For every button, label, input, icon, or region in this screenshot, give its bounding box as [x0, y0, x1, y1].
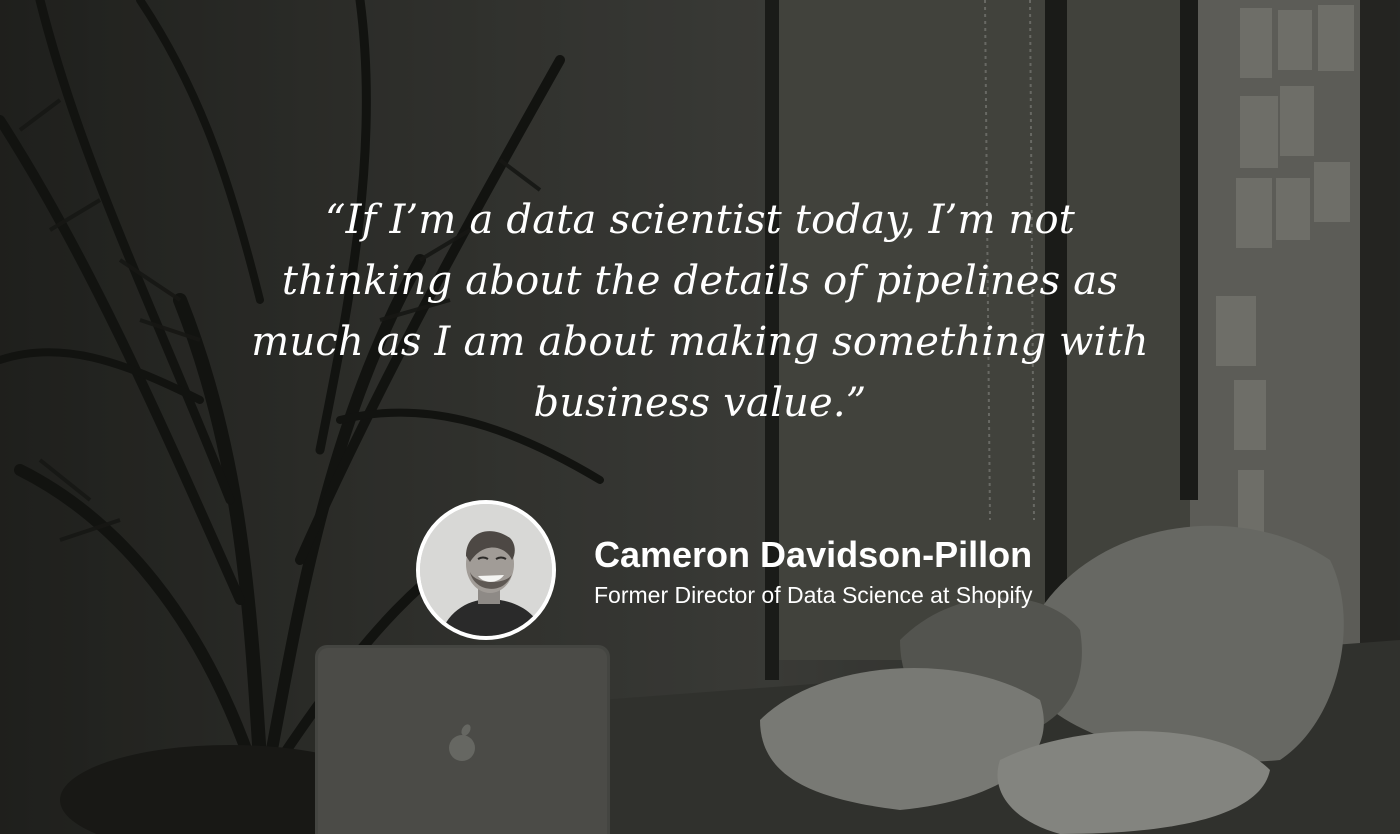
window-frame — [1180, 0, 1198, 500]
apple-logo-icon — [449, 724, 475, 761]
pillow — [760, 667, 1044, 810]
quote-text: “If I’m a data scientist today, I’m not … — [251, 197, 1149, 426]
author-role: Former Director of Data Science at Shopi… — [594, 582, 1033, 608]
blind-cord — [1029, 0, 1035, 521]
palm-fronds — [18, 98, 542, 592]
window-frame — [765, 0, 779, 680]
avatar — [416, 500, 556, 640]
author-name: Cameron Davidson-Pillon — [594, 534, 1033, 575]
avatar-portrait — [420, 504, 552, 636]
author-text: Cameron Davidson-Pillon Former Director … — [594, 534, 1032, 610]
sticky-notes — [1216, 5, 1354, 540]
blind-cord — [984, 0, 991, 521]
plant-pot — [60, 745, 400, 834]
author-block: Cameron Davidson-Pillon Former Director … — [416, 500, 1032, 640]
pillow — [997, 731, 1270, 834]
window-frame — [1045, 0, 1067, 660]
cushion — [1040, 525, 1344, 762]
laptop — [315, 645, 610, 834]
